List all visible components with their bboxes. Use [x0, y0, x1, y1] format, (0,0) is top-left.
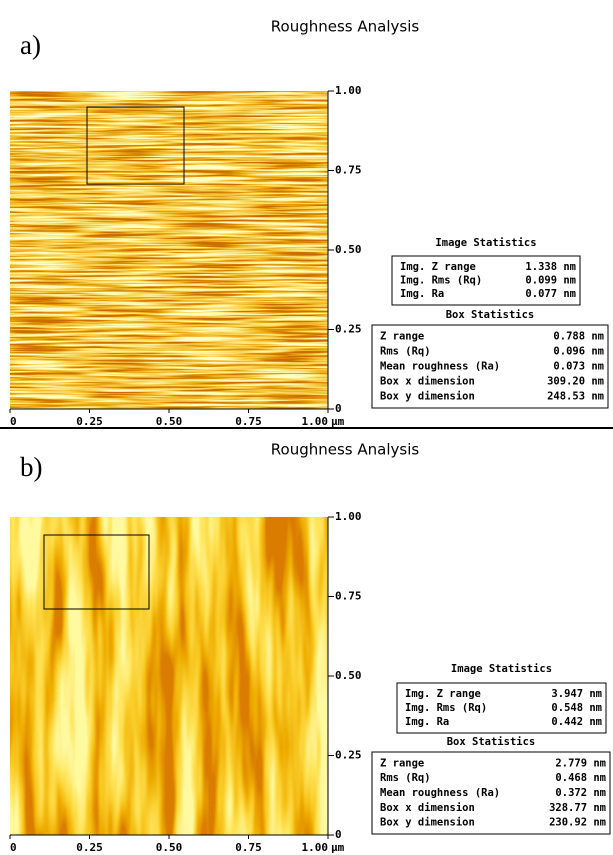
x-tick-label: 0.25: [76, 841, 103, 854]
x-tick-label: 0.50: [156, 415, 183, 428]
stats-box: [371, 751, 611, 835]
y-tick-label: 0.75: [335, 590, 362, 603]
stats-label: Img. Rms (Rq): [405, 702, 487, 714]
x-unit: µm: [331, 841, 345, 854]
stats-label: Rms (Rq): [380, 772, 431, 784]
stats-label: Mean roughness (Ra): [380, 787, 500, 799]
x-tick-label: 0.75: [235, 841, 262, 854]
stats-label: Mean roughness (Ra): [380, 361, 500, 373]
stats-label: Z range: [380, 757, 424, 769]
afm-image: [10, 517, 328, 835]
stats-box: [391, 255, 581, 306]
y-tick-label: 0: [335, 828, 342, 841]
stats-value: 0.077 nm: [525, 288, 576, 300]
x-tick-label: 1.00: [302, 841, 329, 854]
x-tick-label: 0: [10, 415, 17, 428]
afm-image: [10, 91, 328, 409]
stats-value: 0.073 nm: [553, 361, 604, 373]
stats-heading: Image Statistics: [451, 663, 552, 675]
y-tick-label: 0.75: [335, 164, 362, 177]
panel-title: Roughness Analysis: [271, 441, 420, 459]
stats-value: 0.468 nm: [555, 772, 606, 784]
y-tick-label: 0.25: [335, 323, 362, 336]
stats-heading: Box Statistics: [446, 309, 535, 321]
stats-box: [396, 682, 607, 734]
selection-box: [43, 534, 150, 610]
stats-value: 328.77 nm: [549, 802, 606, 814]
x-tick-label: 0: [10, 841, 17, 854]
stats-box: [371, 324, 609, 409]
panel-label: b): [20, 452, 43, 482]
y-tick-label: 1.00: [335, 84, 362, 97]
panel-title: Roughness Analysis: [271, 18, 420, 36]
y-tick-label: 1.00: [335, 510, 362, 523]
y-tick-label: 0.50: [335, 669, 362, 682]
stats-value: 1.338 nm: [525, 261, 576, 273]
stats-heading: Box Statistics: [447, 736, 536, 748]
stats-value: 248.53 nm: [547, 391, 604, 403]
panel-label: a): [20, 30, 41, 60]
stats-value: 0.372 nm: [555, 787, 606, 799]
x-unit: µm: [331, 415, 345, 428]
stats-value: 0.548 nm: [551, 702, 602, 714]
stats-value: 2.779 nm: [555, 757, 606, 769]
y-tick-label: 0.25: [335, 749, 362, 762]
x-tick-label: 0.50: [156, 841, 183, 854]
stats-label: Box y dimension: [380, 391, 475, 403]
x-tick-label: 1.00: [302, 415, 329, 428]
y-tick-label: 0.50: [335, 243, 362, 256]
stats-label: Box y dimension: [380, 817, 475, 829]
x-tick-label: 0.75: [235, 415, 262, 428]
stats-label: Box x dimension: [380, 376, 475, 388]
y-tick-label: 0: [335, 402, 342, 415]
stats-label: Box x dimension: [380, 802, 475, 814]
stats-heading: Image Statistics: [435, 237, 536, 249]
stats-value: 0.442 nm: [551, 716, 602, 728]
stats-label: Img. Z range: [400, 261, 476, 273]
stats-label: Img. Rms (Rq): [400, 275, 482, 287]
stats-value: 0.096 nm: [553, 346, 604, 358]
x-tick-label: 0.25: [76, 415, 103, 428]
selection-box: [86, 106, 185, 185]
stats-value: 0.099 nm: [525, 275, 576, 287]
stats-value: 309.20 nm: [547, 376, 604, 388]
stats-value: 230.92 nm: [549, 817, 606, 829]
stats-label: Rms (Rq): [380, 346, 431, 358]
stats-label: Img. Ra: [400, 288, 444, 300]
stats-label: Img. Ra: [405, 716, 449, 728]
stats-value: 0.788 nm: [553, 331, 604, 343]
stats-label: Z range: [380, 331, 424, 343]
stats-value: 3.947 nm: [551, 688, 602, 700]
stats-label: Img. Z range: [405, 688, 481, 700]
